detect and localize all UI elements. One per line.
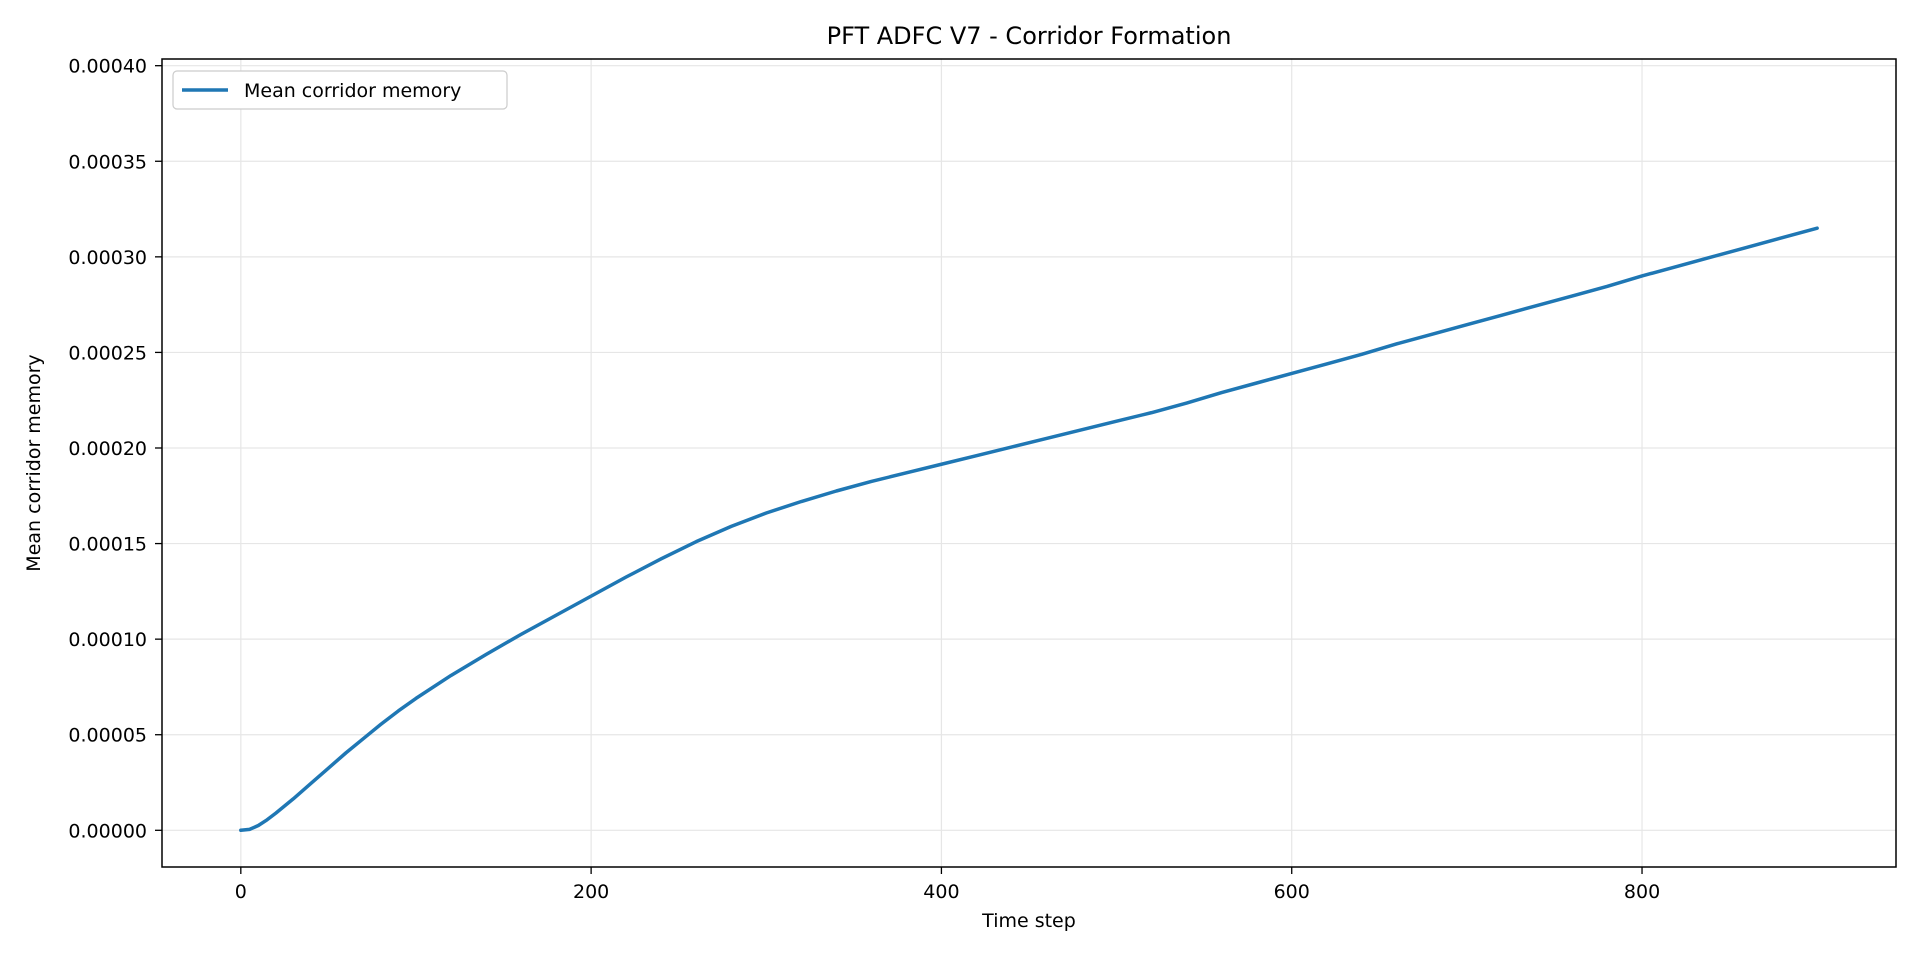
grid-lines <box>162 59 1896 867</box>
chart-title: PFT ADFC V7 - Corridor Formation <box>827 22 1232 50</box>
legend-label: Mean corridor memory <box>244 80 461 102</box>
x-tick-label: 0 <box>235 881 247 903</box>
y-tick-label: 0.00010 <box>68 629 147 651</box>
legend-box <box>172 70 508 110</box>
y-tick-label: 0.00025 <box>68 342 147 364</box>
y-tick-label: 0.00015 <box>68 534 147 556</box>
plot-frame <box>161 58 1897 868</box>
y-tick-label: 0.00035 <box>68 151 147 173</box>
series-layer <box>239 226 1819 833</box>
y-tick-label: 0.00030 <box>68 247 147 269</box>
series-line <box>239 226 1819 833</box>
y-axis-ticks: 0.00000 0.00005 0.00010 0.00015 0.00020 0.000… <box>68 56 162 842</box>
legend: Mean corridor memory <box>172 70 508 110</box>
x-tick-label: 400 <box>923 881 959 903</box>
x-tick-label: 600 <box>1274 881 1310 903</box>
y-tick-label: 0.00005 <box>68 725 147 747</box>
x-tick-label: 200 <box>573 881 609 903</box>
y-tick-label: 0.00020 <box>68 438 147 460</box>
y-axis-label: Mean corridor memory <box>23 354 45 571</box>
x-tick-label: 800 <box>1624 881 1660 903</box>
y-tick-label: 0.00040 <box>68 56 147 78</box>
y-tick-label: 0.00000 <box>68 820 147 842</box>
x-axis-ticks: 0 200 400 600 800 <box>235 867 1660 903</box>
x-axis-label: Time step <box>981 910 1076 932</box>
